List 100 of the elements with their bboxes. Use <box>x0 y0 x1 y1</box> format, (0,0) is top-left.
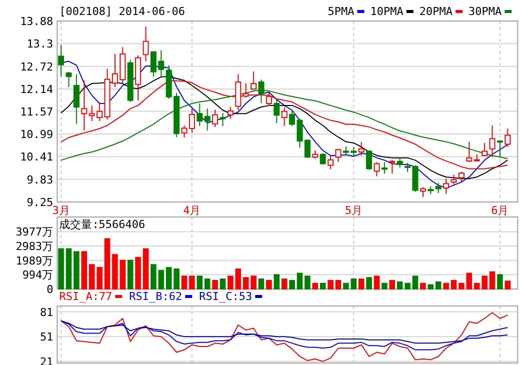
candlestick <box>381 162 388 174</box>
candlestick <box>281 106 288 127</box>
candlestick <box>196 102 203 127</box>
candlestick <box>220 112 226 127</box>
candlestick <box>482 142 488 157</box>
bar <box>420 282 426 290</box>
candlestick <box>73 74 80 124</box>
bar <box>489 271 496 290</box>
bar <box>435 281 442 290</box>
bar <box>189 276 195 290</box>
candlestick <box>504 128 511 148</box>
candlestick <box>274 99 280 124</box>
candlestick <box>250 70 257 90</box>
candlestick <box>466 141 472 163</box>
candlestick <box>435 182 442 194</box>
bar <box>120 260 126 290</box>
candlestick <box>289 110 296 127</box>
bar <box>450 280 457 290</box>
y-tick-label: 0 <box>46 283 54 296</box>
bar <box>220 278 226 290</box>
candlestick <box>320 153 326 165</box>
bar <box>204 278 210 290</box>
bar <box>58 248 64 290</box>
candlestick <box>142 26 149 62</box>
bar <box>320 282 326 290</box>
candlestick <box>443 178 450 194</box>
line-series <box>60 320 508 344</box>
y-tick-label: 21 <box>40 355 54 365</box>
legend-label: RSI_B:62 <box>129 290 182 303</box>
y-tick-label: 81 <box>40 306 54 319</box>
bar <box>127 260 134 290</box>
candlestick <box>496 140 503 158</box>
chart-title: [002108] 2014-06-06 <box>59 5 186 18</box>
legend-label: 20PMA <box>419 5 453 18</box>
bar <box>181 276 188 290</box>
candlestick <box>81 80 88 131</box>
y-tick-label: 9.25 <box>26 196 54 209</box>
bar <box>289 280 295 290</box>
bar <box>382 282 388 290</box>
y-tick-label: 13.88 <box>20 15 54 28</box>
bar <box>412 276 418 290</box>
candlestick <box>458 171 464 183</box>
y-tick-label: 13.3 <box>26 38 54 51</box>
candlestick <box>389 159 396 174</box>
bar <box>135 256 141 290</box>
candlestick <box>66 71 72 88</box>
bar <box>81 251 88 290</box>
y-tick-label: 9.83 <box>26 173 54 186</box>
y-tick-label: 12.72 <box>20 60 54 74</box>
bar <box>366 277 372 290</box>
bar <box>504 280 511 290</box>
y-tick-label: 994万 <box>22 268 54 282</box>
legend-label: RSI_A:77 <box>59 290 112 303</box>
bar <box>112 254 118 290</box>
bar <box>335 280 342 290</box>
bar <box>104 238 110 290</box>
bar <box>66 248 72 290</box>
bar <box>296 272 303 290</box>
x-tick-label: 6月 <box>491 204 509 217</box>
legend-label: RSI_C:53 <box>199 290 252 303</box>
candlestick <box>396 157 403 168</box>
candlestick <box>266 92 272 107</box>
y-tick-label: 3977万 <box>16 226 54 239</box>
bar <box>74 251 80 290</box>
candlestick <box>412 164 418 192</box>
y-tick-label: 10.41 <box>20 150 54 164</box>
bar <box>266 280 272 290</box>
y-tick-label: 1989万 <box>16 254 54 268</box>
candlestick <box>420 186 426 198</box>
bar <box>281 278 288 290</box>
bar <box>312 282 318 290</box>
y-tick-label: 12.14 <box>20 83 54 96</box>
legend-label: 5PMA <box>328 5 355 18</box>
chart-title: 成交量:5566406 <box>59 218 146 231</box>
line-series <box>60 312 508 362</box>
bar <box>142 248 149 290</box>
bar <box>304 276 310 290</box>
y-tick-label: 2983万 <box>16 240 54 254</box>
bar <box>196 276 203 290</box>
candlestick <box>58 44 64 78</box>
y-tick-label: 11.57 <box>20 105 54 118</box>
candlestick <box>227 106 234 120</box>
bar <box>328 280 334 290</box>
legend-label: 30PMA <box>468 5 502 18</box>
candlestick <box>374 162 380 177</box>
bar <box>274 274 280 290</box>
bar <box>389 280 396 290</box>
candlestick <box>328 154 334 170</box>
y-tick-label: 51 <box>40 330 54 344</box>
bar <box>497 274 503 290</box>
candlestick <box>450 174 457 185</box>
y-tick-label: 10.99 <box>20 128 54 141</box>
x-tick-label: 5月 <box>344 204 362 217</box>
candlestick <box>335 148 342 163</box>
x-tick-label: 4月 <box>183 204 201 217</box>
candlestick <box>212 109 218 128</box>
legend-label: 10PMA <box>370 5 404 18</box>
bar <box>428 284 434 290</box>
candlestick <box>242 82 249 98</box>
candlestick <box>358 141 364 156</box>
